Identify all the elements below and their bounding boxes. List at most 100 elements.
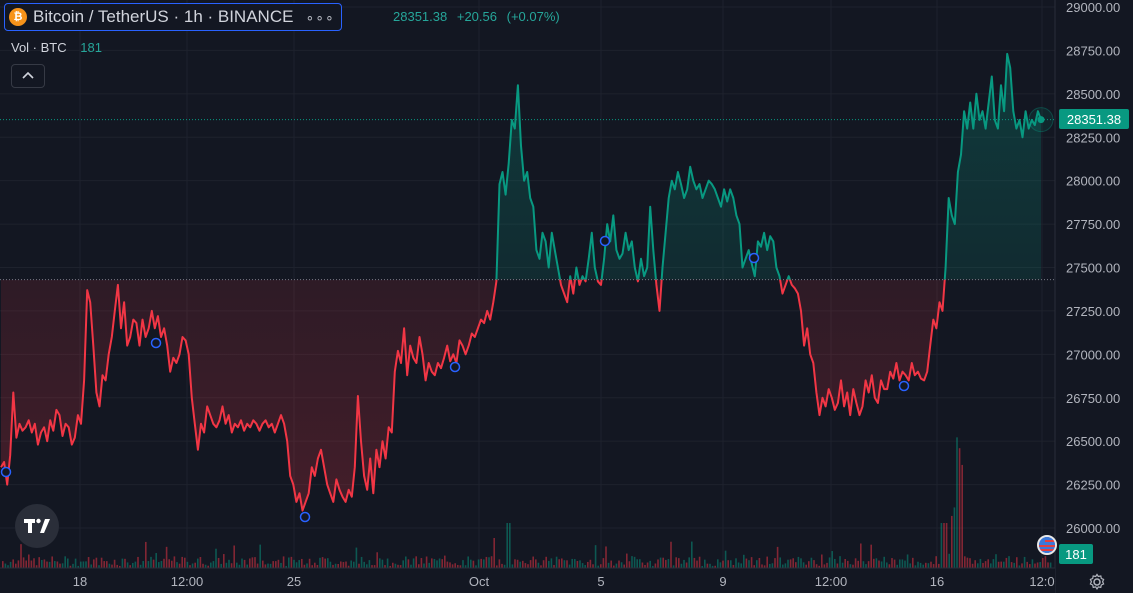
volume-bar [459,565,462,568]
volume-bar [301,558,303,568]
event-marker-icon[interactable] [748,252,760,264]
event-markers[interactable] [0,235,910,523]
volume-bar [740,563,742,568]
volume-badge: 181 [1059,544,1093,564]
volume-bar [693,557,696,568]
volume-bar [711,565,714,568]
volume-bar [503,564,506,568]
volume-bar [137,556,139,568]
volume-bar [761,564,763,568]
volume-bar [48,561,51,568]
volume-bar [571,558,573,568]
event-marker-icon[interactable] [299,511,311,523]
time-axis[interactable]: 18 12:00 25 Oct 5 9 12:00 16 12:0 [0,567,1055,593]
down-area-fill [1,279,1041,511]
event-marker-icon[interactable] [449,361,461,373]
volume-bar [823,564,826,568]
volume-bar [940,523,943,568]
volume-bar [628,561,631,568]
volume-bar [888,564,891,568]
volume-bar [103,561,105,568]
event-marker-icon[interactable] [0,466,12,478]
volume-bar [145,541,147,568]
volume-bar [379,558,381,568]
volume-bar [1029,564,1031,568]
volume-bar [1031,559,1034,568]
ohlc-legend: 28351.38 +20.56 (+0.07%) [393,9,566,24]
volume-bar [477,559,480,568]
volume-bar [20,544,22,568]
event-marker-icon[interactable] [599,235,611,247]
volume-bar [636,559,638,568]
collapse-legend-button[interactable] [11,64,45,88]
volume-bar [100,557,103,568]
volume-bar [800,558,802,568]
tradingview-logo[interactable] [15,504,59,548]
volume-bar [82,561,85,568]
volume-bar [2,561,4,568]
volume-bar [758,557,761,568]
volume-bar [373,565,376,568]
volume-bar [917,561,919,568]
volume-bar [392,562,394,568]
volume-bar [358,563,360,568]
volume-bar [930,561,932,568]
up-area-fill [496,53,1041,280]
volume-bar [236,562,238,568]
volume-bar [67,558,69,568]
event-marker-icon[interactable] [150,337,162,349]
volume-bar [134,561,137,568]
volume-bar [805,564,807,568]
event-marker-icon[interactable] [898,380,910,392]
us-flag-stripes [1039,537,1055,553]
time-tick-label: 12:00 [815,574,848,589]
volume-bar [784,563,787,568]
volume-bar [548,560,550,568]
price-tick-label: 26500.00 [1066,434,1120,449]
volume-bar [623,564,625,568]
us-flag-icon[interactable] [1037,535,1057,555]
volume-bar [353,561,355,568]
more-options-icon[interactable]: ∘∘∘ [305,8,335,25]
volume-bar [748,560,750,568]
volume-bar [579,560,581,568]
change-percent: (+0.07%) [506,9,560,24]
last-close-value: 28351.38 [393,9,448,24]
volume-bar [269,563,272,568]
price-axis[interactable]: 29000.00 28750.00 28500.00 28250.00 28000.00… [1054,0,1133,593]
volume-bar [230,563,233,568]
symbol-selector[interactable]: ₿ Bitcoin / TetherUS · 1h · BINANCE ∘∘∘ [4,3,342,31]
volume-bar [626,553,628,568]
volume-bar [449,562,451,568]
volume-bar [961,464,963,568]
volume-bar [204,564,207,568]
volume-bar [147,561,150,568]
volume-bar [293,559,295,568]
volume-bar [769,563,771,568]
volume-bar [347,565,350,568]
volume-bar [766,556,768,568]
volume-bar [1008,556,1010,568]
volume-bar [340,561,342,568]
volume-bar [587,561,589,568]
volume-bar [397,564,399,568]
volume-bar [865,564,867,568]
volume-bar [194,562,196,568]
volume-legend: Vol · BTC 181 [11,40,102,55]
settings-gear-icon[interactable] [1087,572,1107,592]
volume-bar [779,557,781,568]
volume-bar [1000,561,1002,568]
volume-bar [818,565,820,568]
volume-bar [275,561,277,568]
volume-bar [774,558,776,568]
volume-bar [501,563,503,568]
volume-bar [615,563,618,568]
volume-bar [178,563,181,568]
volume-bar [698,556,701,568]
volume-bar [405,556,407,568]
volume-bar [969,558,971,568]
volume-bar [558,559,560,568]
symbol-title[interactable]: Bitcoin / TetherUS · 1h · BINANCE [33,7,294,26]
